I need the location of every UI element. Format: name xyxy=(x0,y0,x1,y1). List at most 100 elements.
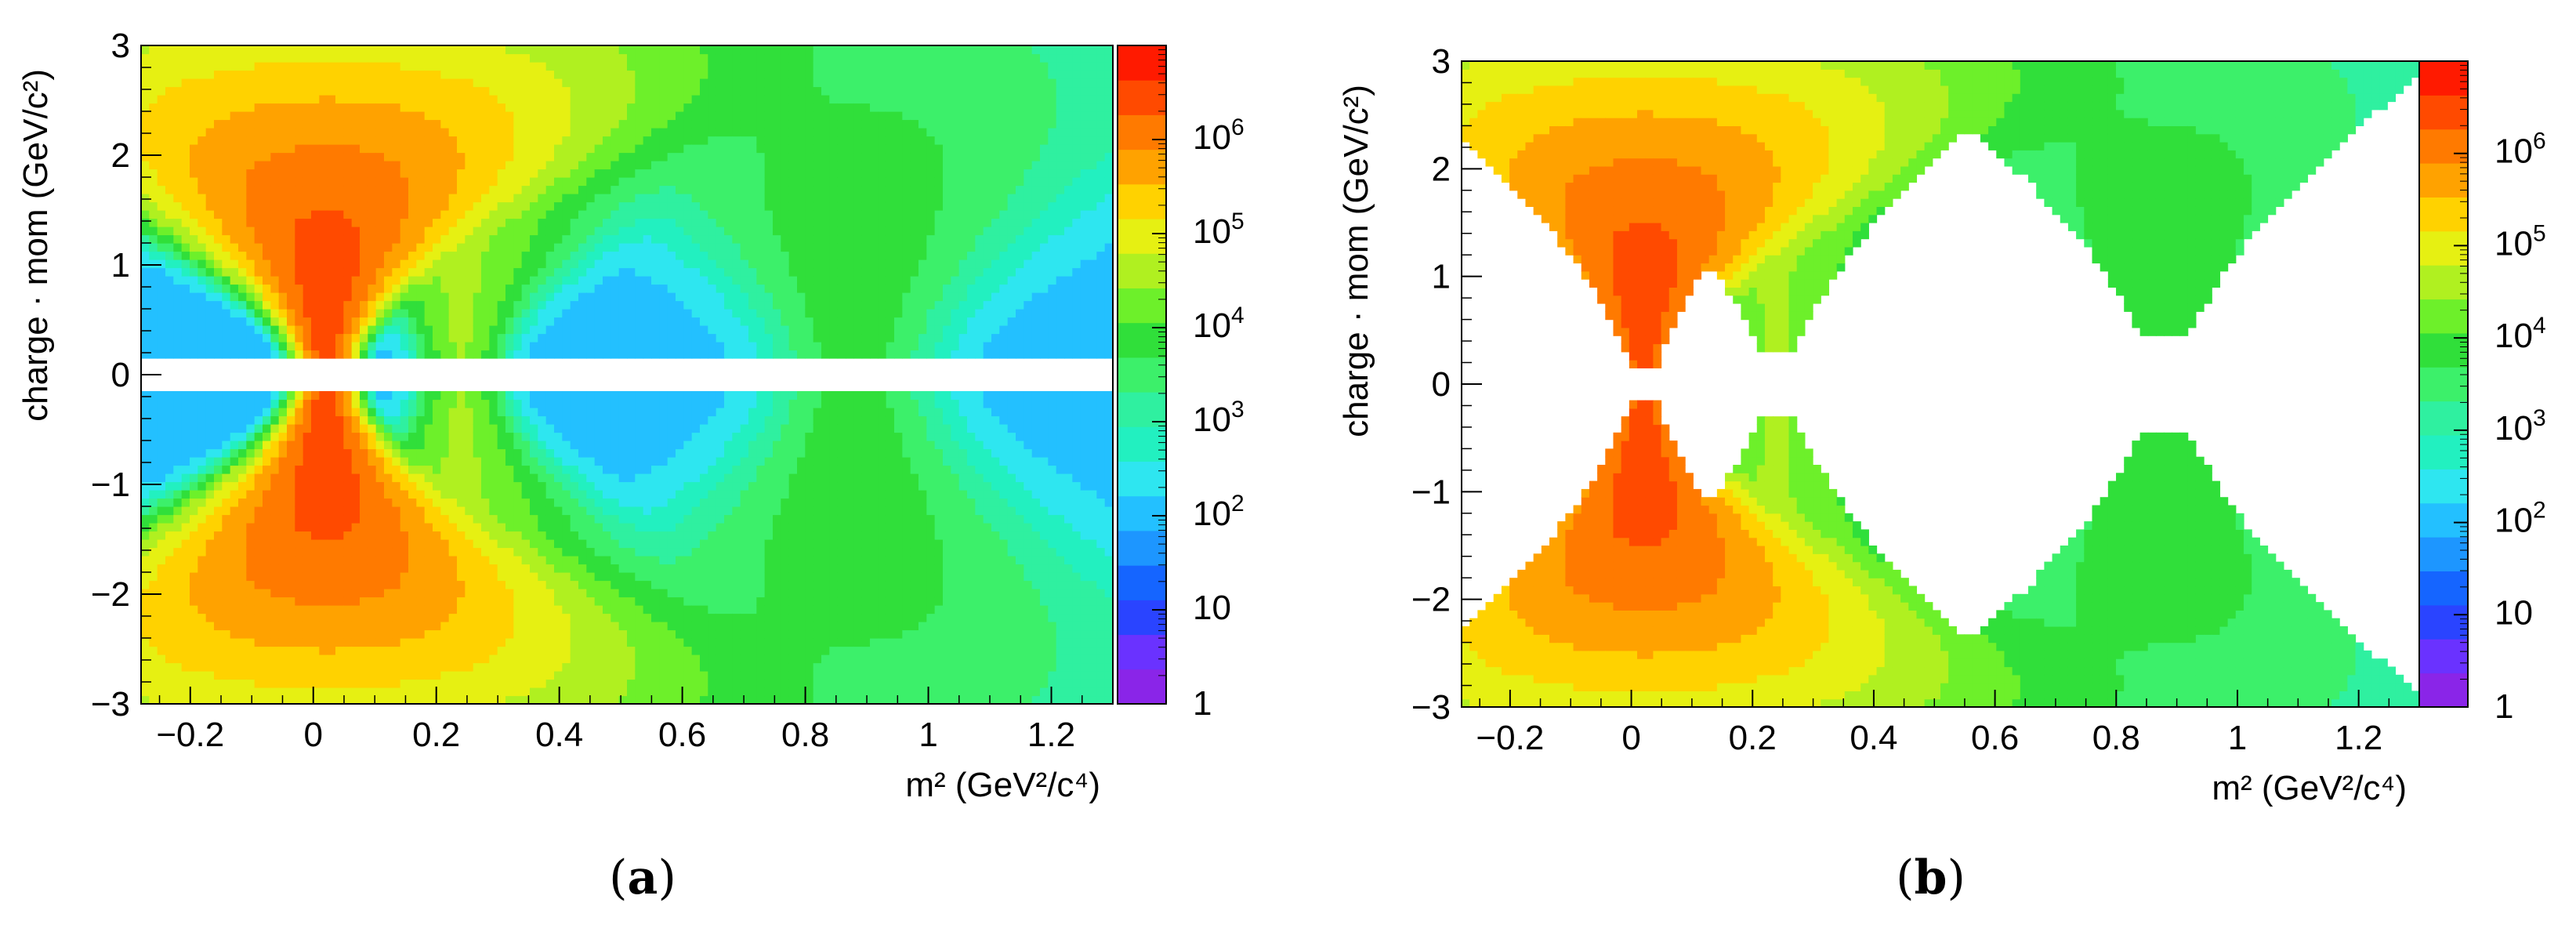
heatmap-cell xyxy=(311,671,320,680)
heatmap-cell xyxy=(360,424,368,433)
heatmap-cell xyxy=(433,185,441,194)
heatmap-cell xyxy=(360,408,368,417)
heatmap-cell xyxy=(351,415,360,425)
heatmap-cell xyxy=(473,391,482,401)
heatmap-cell xyxy=(149,95,158,104)
heatmap-cell xyxy=(457,152,466,161)
heatmap-cell xyxy=(643,70,652,79)
heatmap-cell xyxy=(545,300,555,310)
heatmap-cell xyxy=(513,638,523,647)
heatmap-cell xyxy=(400,70,409,79)
heatmap-cell xyxy=(368,580,377,589)
heatmap-cell xyxy=(360,62,368,71)
heatmap-cell xyxy=(659,333,668,343)
heatmap-cell xyxy=(424,185,433,194)
heatmap-cell xyxy=(440,679,450,688)
heatmap-cell xyxy=(627,490,636,499)
heatmap-cell xyxy=(530,498,538,507)
heatmap-cell xyxy=(538,317,547,326)
heatmap-cell xyxy=(562,62,571,71)
heatmap-cell xyxy=(165,243,174,252)
heatmap-cell xyxy=(448,128,458,137)
heatmap-cell xyxy=(263,144,271,154)
heatmap-cell xyxy=(375,687,385,697)
heatmap-cell xyxy=(287,440,295,450)
heatmap-cell xyxy=(433,161,441,170)
heatmap-cell xyxy=(360,259,368,269)
heatmap-cell xyxy=(530,572,538,582)
heatmap-cell xyxy=(303,671,312,680)
heatmap-cell xyxy=(319,605,328,615)
heatmap-cell xyxy=(149,251,158,260)
heatmap-cell xyxy=(627,201,636,211)
heatmap-cell xyxy=(343,194,353,203)
heatmap-cell xyxy=(497,531,506,540)
heatmap-cell xyxy=(505,333,514,343)
heatmap-cell xyxy=(643,629,652,639)
heatmap-cell xyxy=(327,679,336,688)
heatmap-cell xyxy=(327,498,336,507)
heatmap-cell xyxy=(643,78,652,88)
heatmap-cell xyxy=(197,350,207,359)
heatmap-cell xyxy=(627,152,636,161)
heatmap-cell xyxy=(303,325,312,335)
heatmap-cell xyxy=(222,300,231,310)
heatmap-cell xyxy=(287,161,295,170)
heatmap-cell xyxy=(497,350,506,359)
heatmap-cell xyxy=(384,622,393,631)
heatmap-cell xyxy=(578,86,587,96)
heatmap-cell xyxy=(554,473,563,483)
heatmap-cell xyxy=(521,45,531,55)
heatmap-cell xyxy=(157,218,166,227)
heatmap-cell xyxy=(505,671,514,680)
heatmap-cell xyxy=(303,128,312,137)
heatmap-cell xyxy=(197,646,207,655)
heatmap-cell xyxy=(246,317,255,326)
heatmap-cell xyxy=(335,638,344,647)
heatmap-cell xyxy=(586,325,596,335)
heatmap-cell xyxy=(303,679,312,688)
heatmap-cell xyxy=(513,325,523,335)
heatmap-cell xyxy=(586,679,596,688)
heatmap-cell xyxy=(311,185,320,194)
heatmap-cell xyxy=(651,300,660,310)
heatmap-cell xyxy=(521,119,531,129)
heatmap-cell xyxy=(433,415,441,425)
heatmap-cell xyxy=(351,646,360,655)
heatmap-cell xyxy=(190,424,198,433)
heatmap-cell xyxy=(416,572,426,582)
heatmap-cell xyxy=(205,177,215,187)
heatmap-cell xyxy=(440,547,450,557)
heatmap-cell xyxy=(368,177,377,187)
heatmap-cell xyxy=(513,531,523,540)
heatmap-cell xyxy=(659,119,668,129)
heatmap-cell xyxy=(295,531,304,540)
heatmap-cell xyxy=(594,580,603,589)
heatmap-cell xyxy=(465,457,474,466)
heatmap-cell xyxy=(603,399,611,408)
heatmap-cell xyxy=(562,523,571,532)
heatmap-cell xyxy=(303,580,312,589)
heatmap-cell xyxy=(545,662,555,672)
heatmap-cell xyxy=(408,169,417,178)
heatmap-cell xyxy=(295,251,304,260)
heatmap-cell xyxy=(643,432,652,441)
heatmap-cell xyxy=(400,53,409,63)
heatmap-cell xyxy=(538,86,547,96)
heatmap-cell xyxy=(205,432,215,441)
heatmap-cell xyxy=(149,613,158,622)
heatmap-cell xyxy=(497,177,506,187)
heatmap-cell xyxy=(295,523,304,532)
heatmap-cell xyxy=(521,292,531,302)
heatmap-cell xyxy=(214,671,223,680)
heatmap-cell xyxy=(465,267,474,277)
heatmap-cell xyxy=(149,342,158,351)
heatmap-cell xyxy=(603,276,611,285)
heatmap-cell xyxy=(303,448,312,458)
heatmap-cell xyxy=(278,300,288,310)
heatmap-cell xyxy=(392,309,401,318)
heatmap-cell xyxy=(173,432,183,441)
heatmap-cell xyxy=(408,136,417,145)
heatmap-cell xyxy=(465,317,474,326)
heatmap-cell xyxy=(400,161,409,170)
